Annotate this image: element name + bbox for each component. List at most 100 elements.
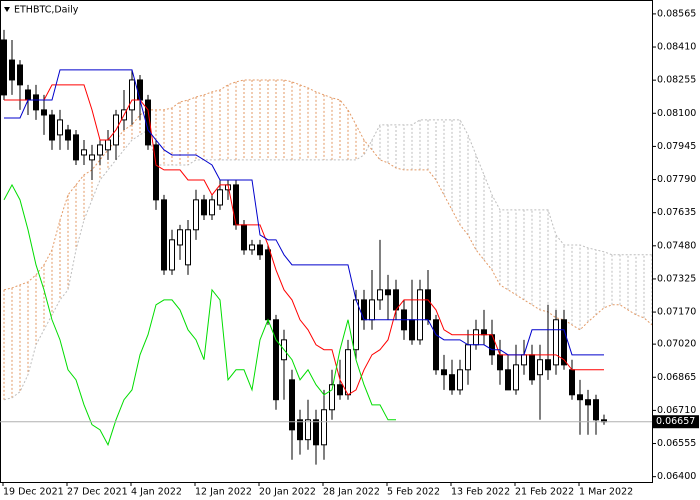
candle-body bbox=[497, 354, 503, 371]
candle-body bbox=[289, 379, 295, 431]
x-tick-label: 12 Jan 2022 bbox=[195, 487, 252, 498]
candle-body bbox=[537, 359, 543, 376]
candle-body bbox=[105, 139, 111, 151]
candle-body bbox=[201, 199, 207, 216]
candle-body bbox=[137, 79, 143, 101]
plot-border bbox=[0, 0, 653, 483]
y-tick-label: 0.06400 bbox=[657, 471, 696, 482]
candle-body bbox=[369, 299, 375, 321]
y-tick-label: 0.07170 bbox=[657, 307, 696, 318]
x-tick-label: 19 Dec 2021 bbox=[3, 487, 64, 498]
candle-body bbox=[273, 319, 279, 401]
candle-body bbox=[49, 114, 55, 141]
candle-body bbox=[169, 239, 175, 271]
senkou-span-b-edge bbox=[3, 119, 652, 401]
candle-body bbox=[73, 134, 79, 161]
candle-body bbox=[33, 94, 39, 111]
y-tick-label: 0.06555 bbox=[657, 438, 696, 449]
candle-body bbox=[489, 334, 495, 356]
y-tick-label: 0.08255 bbox=[657, 75, 696, 86]
candle-body bbox=[545, 359, 551, 371]
candle-body bbox=[377, 289, 383, 301]
candle-body bbox=[457, 369, 463, 391]
candle-body bbox=[41, 109, 47, 116]
candle-body bbox=[393, 289, 399, 311]
y-tick-label: 0.07945 bbox=[657, 141, 696, 152]
senkou-span-a-edge bbox=[3, 79, 653, 331]
y-tick-label: 0.06865 bbox=[657, 372, 696, 383]
x-tick-label: 28 Jan 2022 bbox=[323, 487, 380, 498]
candle-body bbox=[257, 244, 263, 256]
candle-body bbox=[161, 199, 167, 271]
candle-body bbox=[305, 419, 311, 441]
tenkan-sen bbox=[4, 84, 604, 396]
price-label-box bbox=[653, 415, 699, 429]
y-tick-label: 0.08410 bbox=[657, 42, 696, 53]
y-tick-label: 0.07020 bbox=[657, 339, 696, 350]
candle-body bbox=[585, 399, 591, 406]
candle-body bbox=[17, 64, 23, 86]
candle-body bbox=[577, 394, 583, 401]
candle-body bbox=[97, 144, 103, 156]
y-tick-label: 0.08565 bbox=[657, 8, 696, 19]
chart-title: ETHBTC,Daily bbox=[14, 5, 79, 16]
candle-body bbox=[177, 229, 183, 246]
candle-body bbox=[1, 39, 7, 96]
y-tick-label: 0.06710 bbox=[657, 405, 696, 416]
candle-body bbox=[321, 409, 327, 446]
x-tick-label: 27 Dec 2021 bbox=[67, 487, 128, 498]
candle-body bbox=[89, 154, 95, 161]
candle-body bbox=[353, 299, 359, 351]
candle-body bbox=[409, 319, 415, 341]
x-tick-label: 21 Feb 2022 bbox=[515, 487, 574, 498]
candle-body bbox=[57, 119, 63, 136]
candle-body bbox=[361, 299, 367, 321]
candle-body bbox=[465, 344, 471, 371]
candle-body bbox=[81, 149, 87, 156]
candle-body bbox=[385, 289, 391, 296]
candle-body bbox=[209, 199, 215, 216]
y-tick-label: 0.07325 bbox=[657, 273, 696, 284]
candle-body bbox=[481, 329, 487, 336]
candle-body bbox=[521, 354, 527, 366]
candle-body bbox=[449, 374, 455, 391]
candle-body bbox=[65, 129, 71, 141]
x-tick-label: 20 Jan 2022 bbox=[259, 487, 316, 498]
x-tick-label: 13 Feb 2022 bbox=[451, 487, 510, 498]
candle-body bbox=[129, 79, 135, 111]
y-tick-label: 0.07790 bbox=[657, 174, 696, 185]
candle-body bbox=[337, 384, 343, 396]
candle-body bbox=[513, 364, 519, 391]
candle-body bbox=[425, 289, 431, 321]
y-tick-label: 0.07635 bbox=[657, 207, 696, 218]
x-tick-label: 5 Feb 2022 bbox=[387, 487, 440, 498]
candle-body bbox=[441, 369, 447, 376]
candle-body bbox=[529, 354, 535, 381]
price-label: 0.06657 bbox=[656, 416, 695, 427]
candle-body bbox=[417, 289, 423, 341]
candle-body bbox=[313, 419, 319, 446]
kijun-sen bbox=[4, 69, 604, 356]
plot-area bbox=[1, 29, 653, 465]
x-tick-label: 1 Mar 2022 bbox=[579, 487, 633, 498]
candle-body bbox=[569, 369, 575, 396]
candle-body bbox=[9, 59, 15, 81]
menu-arrow[interactable] bbox=[4, 7, 10, 12]
candle-body bbox=[553, 319, 559, 366]
candle-body bbox=[505, 369, 511, 391]
candle-body bbox=[185, 229, 191, 266]
candle-body bbox=[265, 249, 271, 321]
candle-body bbox=[473, 329, 479, 346]
y-tick-label: 0.07480 bbox=[657, 240, 696, 251]
candle-body bbox=[241, 224, 247, 251]
candle-body bbox=[561, 319, 567, 366]
candle-body bbox=[217, 189, 223, 206]
candle-body bbox=[329, 384, 335, 411]
candle-body bbox=[249, 244, 255, 251]
candle-body bbox=[25, 89, 31, 101]
candle-body bbox=[345, 349, 351, 396]
candle-body bbox=[233, 184, 239, 226]
candle-body bbox=[433, 319, 439, 371]
